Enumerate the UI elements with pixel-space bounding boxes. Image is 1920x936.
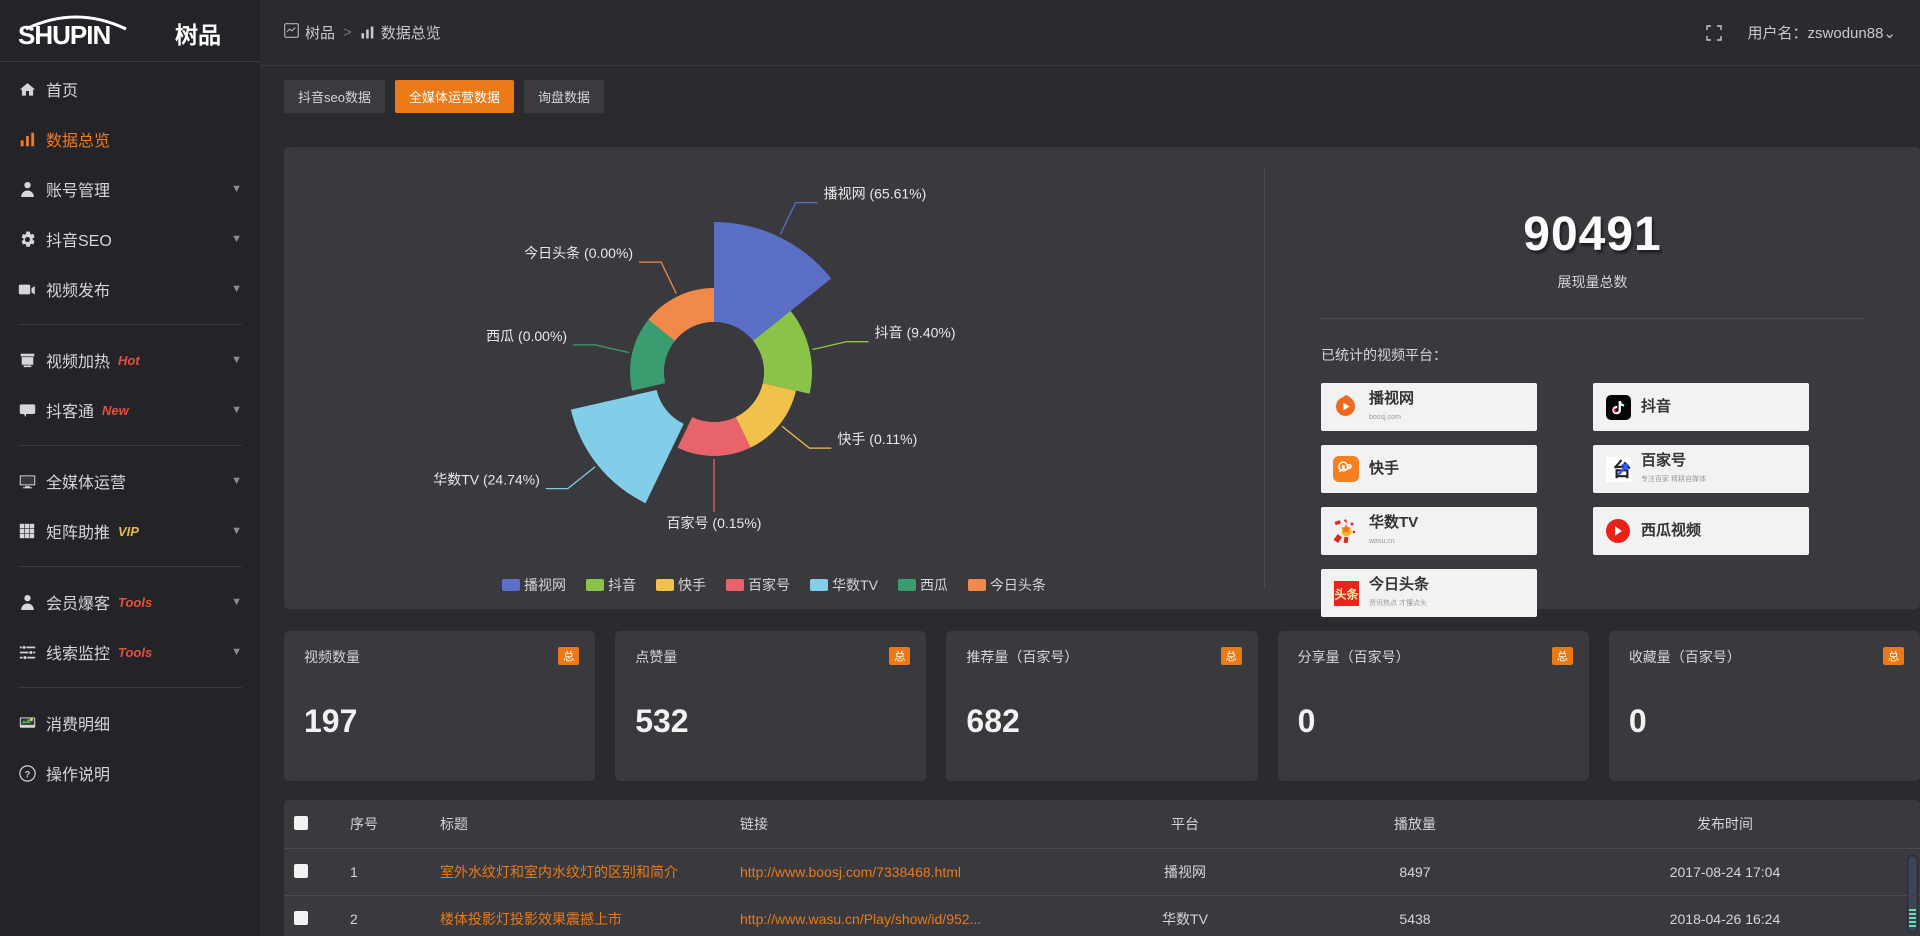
svg-text:SHUPIN: SHUPIN xyxy=(18,20,110,48)
svg-text:华数TV (24.74%): 华数TV (24.74%) xyxy=(433,472,540,488)
svg-text:头条: 头条 xyxy=(1334,586,1359,601)
svg-text:今日头条 (0.00%): 今日头条 (0.00%) xyxy=(524,245,633,261)
svg-text:快手 (0.11%): 快手 (0.11%) xyxy=(837,431,917,447)
svg-text:?: ? xyxy=(24,769,30,779)
svg-text:西瓜 (0.00%): 西瓜 (0.00%) xyxy=(486,328,567,344)
svg-text:百家号 (0.15%): 百家号 (0.15%) xyxy=(667,515,762,531)
svg-text:树品: 树品 xyxy=(175,22,221,48)
svg-text:抖音 (9.40%): 抖音 (9.40%) xyxy=(875,325,956,341)
svg-text:播视网 (65.61%): 播视网 (65.61%) xyxy=(824,186,927,202)
